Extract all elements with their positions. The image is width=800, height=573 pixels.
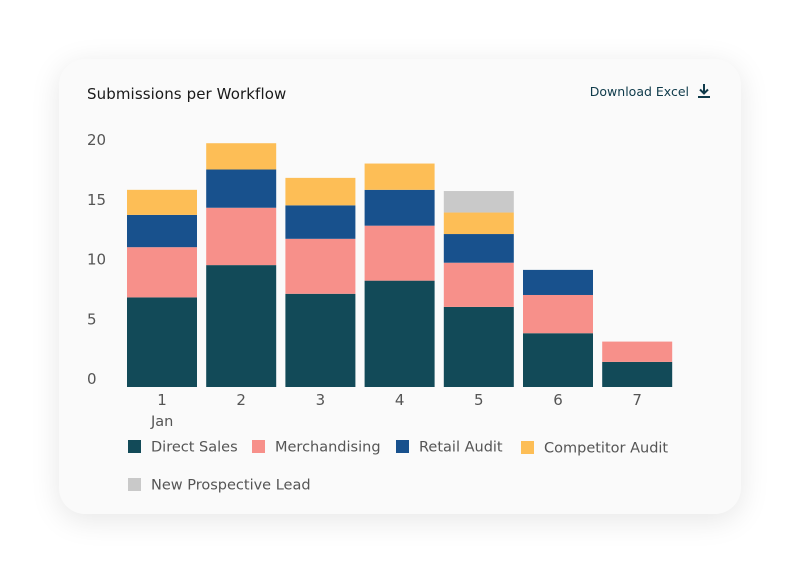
- legend: Direct Sales Merchandising Retail Audit Com…: [128, 440, 668, 494]
- x-tick-label: 6: [553, 391, 563, 409]
- bar-segment-direct-sales[interactable]: [364, 280, 435, 387]
- bar-segment-competitor-audit[interactable]: [443, 212, 514, 235]
- bar-segment-merchandising[interactable]: [127, 247, 197, 298]
- legend-swatch: [128, 440, 141, 453]
- bar-segment-direct-sales[interactable]: [602, 361, 673, 387]
- bar-segment-merchandising[interactable]: [602, 341, 673, 362]
- x-axis: 1 2 3 4 5 6 7 Jan: [150, 391, 642, 430]
- y-tick-label: 0: [87, 370, 97, 388]
- x-tick-label: 4: [395, 391, 405, 409]
- bars: [127, 143, 673, 387]
- y-tick-label: 15: [87, 191, 106, 209]
- legend-label: Direct Sales: [151, 440, 238, 456]
- x-tick-label: 5: [474, 391, 484, 409]
- bar-segment-merchandising[interactable]: [206, 207, 277, 266]
- bar-segment-competitor-audit[interactable]: [364, 163, 435, 190]
- bar-segment-merchandising[interactable]: [523, 294, 593, 334]
- bar-segment-direct-sales[interactable]: [127, 297, 197, 387]
- bar-segment-competitor-audit[interactable]: [206, 143, 277, 170]
- x-tick-label: 1: [157, 391, 167, 409]
- download-icon: [697, 83, 711, 99]
- bar-segment-direct-sales[interactable]: [523, 333, 593, 387]
- bar-segment-retail-audit[interactable]: [443, 234, 514, 263]
- bar-segment-merchandising[interactable]: [364, 225, 435, 281]
- bar-segment-merchandising[interactable]: [285, 238, 356, 294]
- legend-swatch: [521, 441, 534, 454]
- x-tick-label: 2: [236, 391, 246, 409]
- legend-swatch: [128, 478, 141, 491]
- y-tick-label: 20: [87, 131, 106, 149]
- bar-segment-retail-audit[interactable]: [285, 205, 356, 239]
- x-tick-label: 7: [632, 391, 642, 409]
- bar-segment-merchandising[interactable]: [443, 262, 514, 307]
- x-tick-label: 3: [316, 391, 326, 409]
- bar-segment-retail-audit[interactable]: [364, 189, 435, 226]
- x-sublabel: Jan: [150, 414, 173, 430]
- legend-label: Retail Audit: [419, 440, 503, 456]
- download-label: Download Excel: [589, 83, 689, 99]
- legend-label: Competitor Audit: [544, 441, 668, 457]
- legend-label: New Prospective Lead: [151, 478, 311, 494]
- bar-segment-retail-audit[interactable]: [206, 169, 277, 208]
- bar-segment-retail-audit[interactable]: [127, 214, 197, 248]
- bar-segment-competitor-audit[interactable]: [285, 177, 356, 206]
- bar-segment-direct-sales[interactable]: [206, 265, 277, 387]
- legend-swatch: [252, 440, 265, 453]
- bar-segment-direct-sales[interactable]: [443, 306, 514, 387]
- y-tick-label: 10: [87, 251, 106, 269]
- legend-swatch: [396, 440, 409, 453]
- y-tick-label: 5: [87, 310, 97, 328]
- bar-segment-direct-sales[interactable]: [285, 293, 356, 387]
- legend-label: Merchandising: [275, 440, 381, 456]
- bar-segment-retail-audit[interactable]: [523, 269, 593, 295]
- chart-title: Submissions per Workflow: [87, 85, 287, 103]
- download-excel-button[interactable]: Download Excel: [590, 82, 711, 100]
- bar-segment-competitor-audit[interactable]: [127, 189, 197, 215]
- y-axis: 0 5 10 15 20: [87, 131, 106, 388]
- bar-segment-new-prospective-lead[interactable]: [443, 191, 514, 213]
